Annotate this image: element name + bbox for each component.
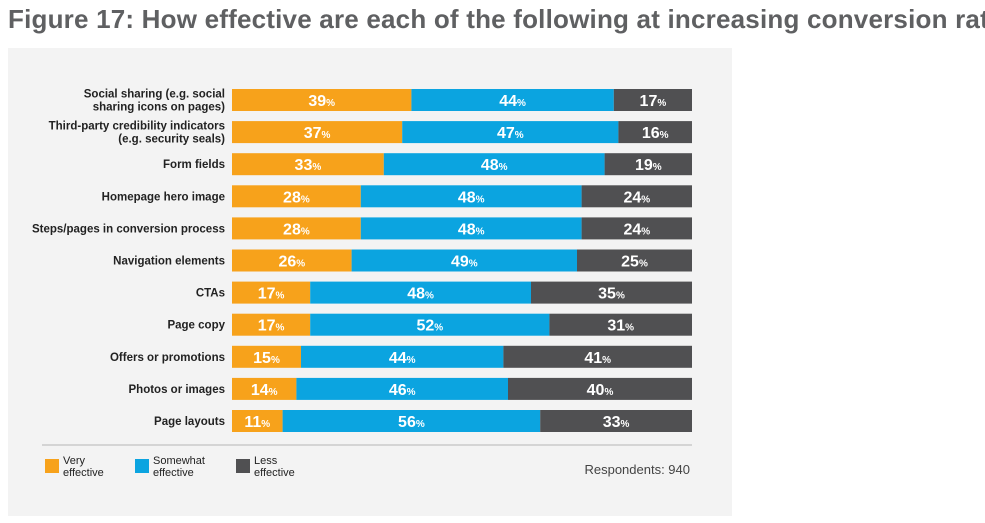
- bar-segment-very: [232, 410, 283, 432]
- data-label: 46%: [389, 382, 416, 399]
- category-label: Steps/pages in conversion process: [32, 223, 225, 235]
- category-label: Social sharing (e.g. social sharing icons…: [84, 89, 225, 114]
- category-label: CTAs: [196, 288, 225, 300]
- bar-segment-less: [581, 185, 692, 208]
- data-label: 44%: [499, 93, 526, 110]
- data-label: 24%: [623, 189, 650, 206]
- bar-segment-somewhat: [360, 185, 582, 208]
- data-label: 52%: [416, 318, 443, 335]
- category-label: Navigation elements: [113, 256, 225, 268]
- legend-item-less: Less effective: [236, 455, 295, 479]
- data-label: 48%: [458, 221, 485, 238]
- data-label: 17%: [258, 318, 285, 335]
- bar-segment-somewhat: [402, 121, 619, 144]
- category-labels-group: Social sharing (e.g. social sharing icons…: [32, 89, 226, 429]
- data-label: 19%: [635, 157, 662, 174]
- data-label: 14%: [251, 382, 278, 399]
- bar-segment-somewhat: [351, 249, 577, 272]
- bar-segment-very: [232, 249, 352, 272]
- bar-segment-very: [232, 185, 361, 208]
- bar-segment-somewhat: [360, 217, 582, 240]
- bar-segment-less: [604, 153, 692, 176]
- category-label: Homepage hero image: [102, 191, 225, 203]
- bar-segment-less: [508, 377, 692, 400]
- data-label: 56%: [398, 414, 425, 431]
- data-label: 44%: [389, 350, 416, 367]
- bar-segment-very: [232, 377, 297, 400]
- legend-swatch: [45, 459, 59, 473]
- legend-label: Very effective: [63, 455, 104, 479]
- legend-swatch: [236, 459, 250, 473]
- data-label: 33%: [603, 414, 630, 431]
- bar-segment-very: [232, 89, 412, 111]
- bar-segment-less: [503, 345, 692, 368]
- data-label: 17%: [258, 286, 285, 303]
- data-label: 11%: [244, 414, 270, 431]
- data-label: 49%: [451, 254, 478, 271]
- bar-segment-somewhat: [296, 377, 508, 400]
- bars-group: 39% 44% 17% 37% 47% 16% 33% 48% 19% 28% 48% 24% 28% 4…: [232, 89, 692, 432]
- legend: Very effective Somewhat effective Less effect…: [45, 455, 295, 479]
- category-label: Photos or images: [129, 384, 226, 396]
- bar-segment-very: [232, 153, 384, 176]
- category-label: Page copy: [167, 320, 225, 332]
- data-label: 16%: [642, 125, 669, 142]
- bar-segment-very: [232, 281, 311, 304]
- bar-segment-less: [618, 121, 692, 144]
- data-label: 17%: [640, 93, 667, 110]
- bar-segment-less: [531, 281, 692, 304]
- category-label: Form fields: [163, 159, 225, 171]
- legend-label: Less effective: [254, 455, 295, 479]
- data-label: 41%: [584, 350, 611, 367]
- page-title: Figure 17: How effective are each of the…: [8, 4, 985, 34]
- data-label: 39%: [308, 93, 335, 110]
- data-label: 47%: [497, 125, 524, 142]
- bar-segment-somewhat: [310, 313, 550, 336]
- data-label: 48%: [458, 189, 485, 206]
- data-label: 40%: [587, 382, 614, 399]
- data-label: 48%: [407, 286, 434, 303]
- bar-segment-less: [577, 249, 692, 272]
- data-label: 28%: [283, 189, 310, 206]
- legend-label: Somewhat effective: [153, 455, 205, 479]
- data-label: 37%: [304, 125, 331, 142]
- bar-segment-somewhat: [301, 345, 504, 368]
- bar-segment-somewhat: [383, 153, 605, 176]
- legend-item-very: Very effective: [45, 455, 104, 479]
- bar-segment-very: [232, 345, 301, 368]
- respondents-note: Respondents: 940: [584, 462, 690, 477]
- data-label: 35%: [598, 286, 625, 303]
- category-label: Third-party credibility indicators (e.g. …: [49, 121, 226, 146]
- data-label: 15%: [253, 350, 280, 367]
- data-label: 24%: [623, 221, 650, 238]
- bar-segment-somewhat: [310, 281, 531, 304]
- data-label: 48%: [481, 157, 508, 174]
- bar-segment-less: [613, 89, 692, 111]
- data-label: 25%: [621, 254, 648, 271]
- legend-swatch: [135, 459, 149, 473]
- bar-segment-very: [232, 217, 361, 240]
- bar-segment-very: [232, 313, 311, 336]
- legend-item-somewhat: Somewhat effective: [135, 455, 205, 479]
- data-label: 28%: [283, 221, 310, 238]
- category-label: Offers or promotions: [110, 352, 225, 364]
- data-label: 31%: [607, 318, 634, 335]
- bar-segment-less: [581, 217, 692, 240]
- bar-segment-very: [232, 121, 403, 144]
- data-label: 26%: [278, 254, 305, 271]
- data-label: 33%: [295, 157, 322, 174]
- bar-segment-somewhat: [282, 410, 541, 432]
- bar-segment-somewhat: [411, 89, 614, 111]
- category-label: Page layouts: [154, 416, 225, 428]
- bar-segment-less: [540, 410, 692, 432]
- bar-segment-less: [549, 313, 692, 336]
